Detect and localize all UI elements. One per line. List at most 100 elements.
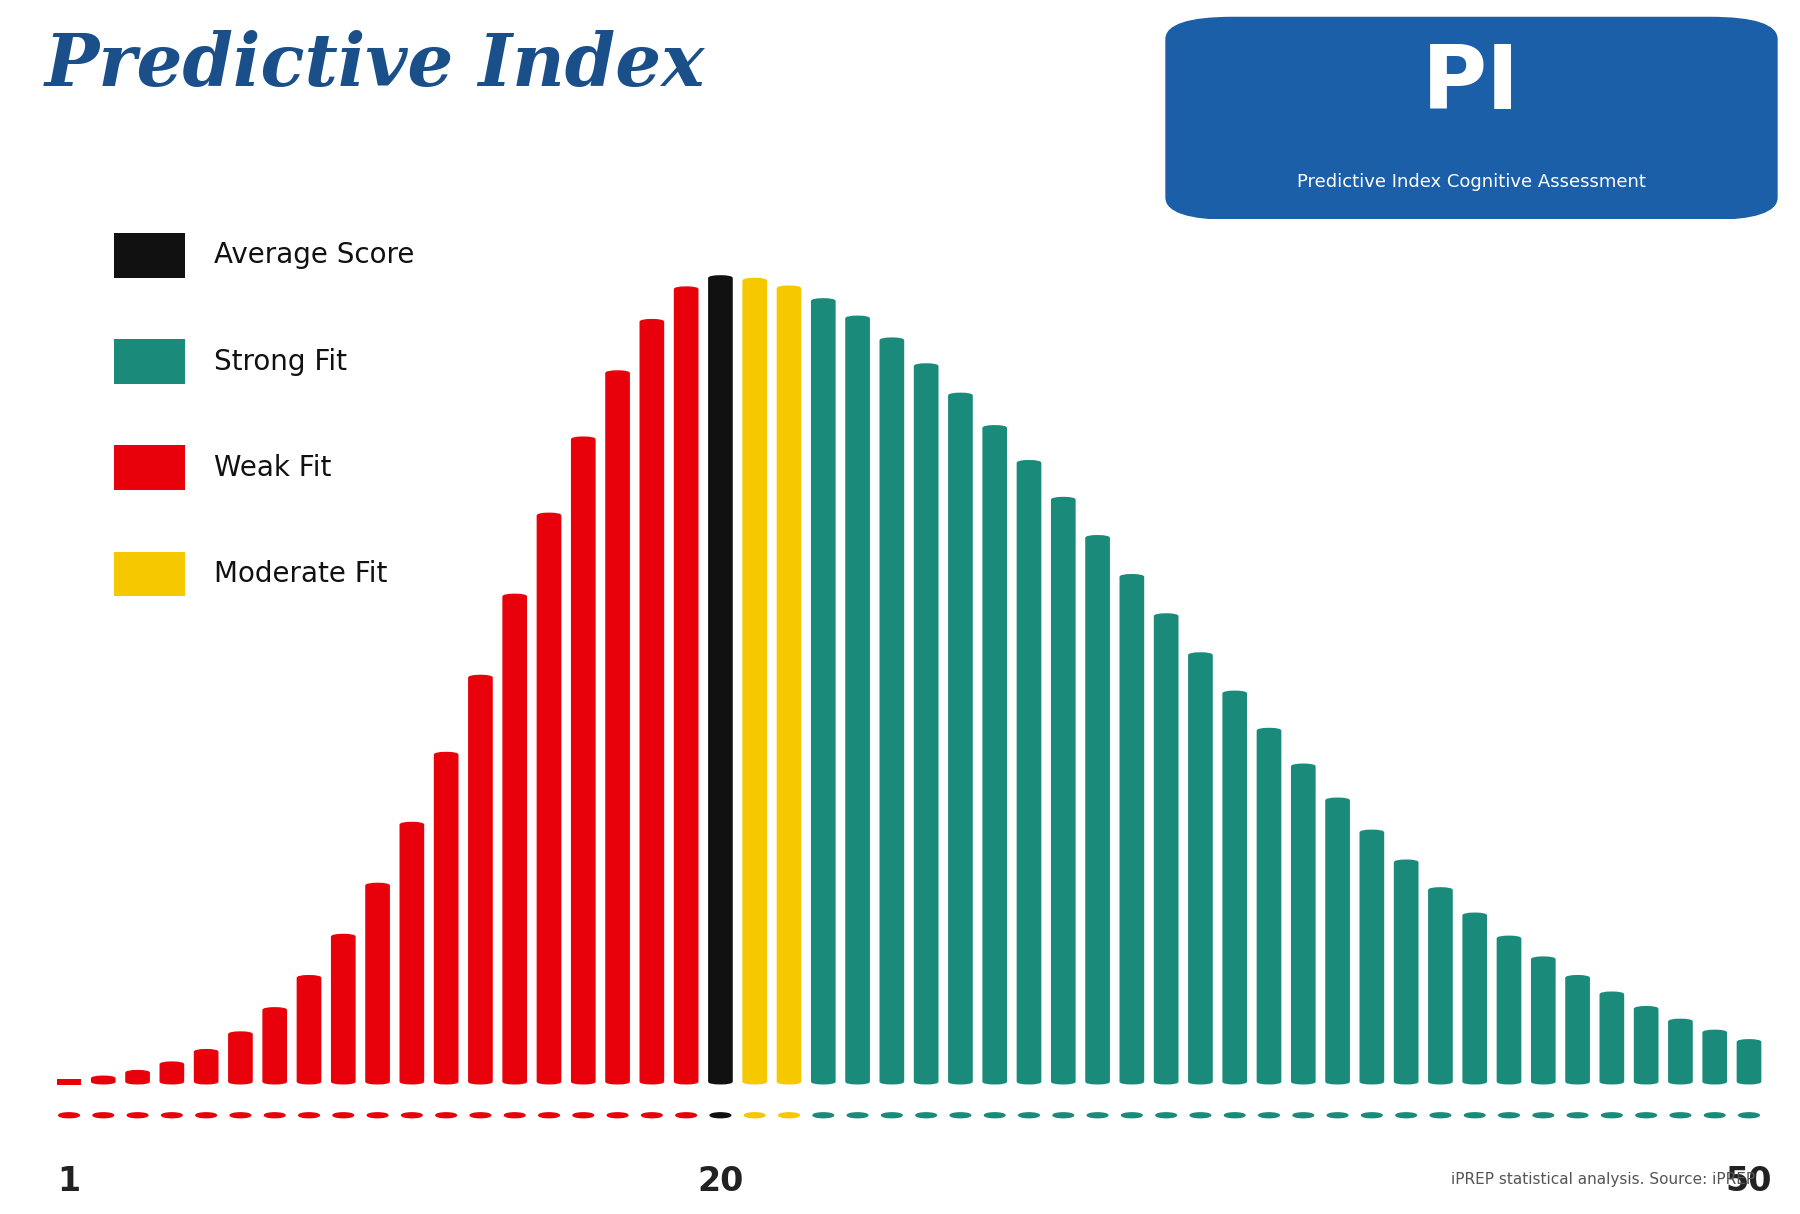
Circle shape: [814, 1113, 833, 1118]
FancyBboxPatch shape: [605, 370, 630, 1084]
Circle shape: [950, 1113, 970, 1118]
FancyBboxPatch shape: [536, 512, 562, 1084]
FancyBboxPatch shape: [707, 276, 733, 1084]
FancyBboxPatch shape: [1188, 652, 1213, 1084]
Circle shape: [1224, 1113, 1246, 1118]
Text: Score Distribution: Score Distribution: [65, 127, 407, 161]
Circle shape: [1087, 1113, 1107, 1118]
Text: Predictive Index Cognitive Assessment: Predictive Index Cognitive Assessment: [1298, 174, 1645, 192]
FancyBboxPatch shape: [400, 822, 425, 1084]
Circle shape: [607, 1113, 628, 1118]
FancyBboxPatch shape: [1634, 1006, 1658, 1084]
Circle shape: [1602, 1113, 1622, 1118]
FancyBboxPatch shape: [331, 934, 356, 1084]
Text: PI: PI: [1422, 41, 1521, 127]
Circle shape: [1327, 1113, 1348, 1118]
FancyBboxPatch shape: [113, 233, 185, 278]
FancyBboxPatch shape: [113, 551, 185, 596]
Circle shape: [882, 1113, 902, 1118]
Circle shape: [265, 1113, 284, 1118]
Circle shape: [196, 1113, 216, 1118]
Circle shape: [59, 1113, 79, 1118]
FancyBboxPatch shape: [502, 594, 527, 1084]
FancyBboxPatch shape: [1051, 497, 1076, 1084]
FancyBboxPatch shape: [1256, 727, 1282, 1084]
Circle shape: [538, 1113, 560, 1118]
FancyBboxPatch shape: [468, 675, 493, 1084]
Circle shape: [1705, 1113, 1724, 1118]
Circle shape: [641, 1113, 662, 1118]
FancyBboxPatch shape: [1085, 535, 1111, 1084]
FancyBboxPatch shape: [639, 319, 664, 1084]
FancyBboxPatch shape: [126, 1070, 149, 1084]
FancyBboxPatch shape: [1462, 913, 1487, 1084]
Circle shape: [1053, 1113, 1073, 1118]
Circle shape: [916, 1113, 936, 1118]
FancyBboxPatch shape: [229, 1032, 252, 1084]
FancyBboxPatch shape: [194, 1049, 218, 1084]
FancyBboxPatch shape: [846, 316, 869, 1084]
Circle shape: [1431, 1113, 1451, 1118]
Circle shape: [1739, 1113, 1759, 1118]
FancyBboxPatch shape: [297, 975, 322, 1084]
Text: Weak Fit: Weak Fit: [214, 454, 331, 482]
FancyBboxPatch shape: [263, 1008, 286, 1084]
FancyBboxPatch shape: [812, 299, 835, 1084]
Circle shape: [1121, 1113, 1143, 1118]
Text: Predictive Index: Predictive Index: [45, 30, 706, 101]
FancyBboxPatch shape: [1154, 613, 1179, 1084]
FancyBboxPatch shape: [1427, 887, 1453, 1084]
FancyBboxPatch shape: [1291, 764, 1316, 1084]
Circle shape: [1534, 1113, 1553, 1118]
Circle shape: [779, 1113, 799, 1118]
Circle shape: [367, 1113, 387, 1118]
FancyBboxPatch shape: [113, 446, 185, 489]
Circle shape: [1395, 1113, 1417, 1118]
FancyBboxPatch shape: [1222, 691, 1247, 1084]
FancyBboxPatch shape: [1165, 17, 1778, 220]
FancyBboxPatch shape: [1496, 936, 1521, 1084]
FancyBboxPatch shape: [1703, 1029, 1726, 1084]
FancyBboxPatch shape: [880, 337, 904, 1084]
Circle shape: [1499, 1113, 1519, 1118]
FancyBboxPatch shape: [1669, 1019, 1692, 1084]
Text: Average Score: Average Score: [214, 242, 414, 270]
Circle shape: [1465, 1113, 1485, 1118]
Circle shape: [1258, 1113, 1280, 1118]
Text: Moderate Fit: Moderate Fit: [214, 560, 387, 588]
FancyBboxPatch shape: [914, 363, 938, 1084]
FancyBboxPatch shape: [92, 1076, 115, 1084]
Circle shape: [1292, 1113, 1314, 1118]
Circle shape: [299, 1113, 319, 1118]
Circle shape: [985, 1113, 1004, 1118]
Circle shape: [470, 1113, 491, 1118]
Circle shape: [1361, 1113, 1382, 1118]
FancyBboxPatch shape: [113, 340, 185, 384]
FancyBboxPatch shape: [742, 278, 767, 1084]
Circle shape: [1568, 1113, 1588, 1118]
Circle shape: [1019, 1113, 1039, 1118]
Circle shape: [436, 1113, 457, 1118]
Circle shape: [675, 1113, 697, 1118]
FancyBboxPatch shape: [673, 287, 698, 1084]
FancyBboxPatch shape: [160, 1061, 184, 1084]
FancyBboxPatch shape: [434, 751, 459, 1084]
Circle shape: [94, 1113, 113, 1118]
Text: Strong Fit: Strong Fit: [214, 347, 347, 375]
Circle shape: [162, 1113, 182, 1118]
Circle shape: [572, 1113, 594, 1118]
FancyBboxPatch shape: [1325, 798, 1350, 1084]
FancyBboxPatch shape: [365, 883, 391, 1084]
Circle shape: [504, 1113, 526, 1118]
Circle shape: [1156, 1113, 1177, 1118]
FancyBboxPatch shape: [1566, 975, 1589, 1084]
FancyBboxPatch shape: [1120, 574, 1145, 1084]
FancyBboxPatch shape: [949, 392, 972, 1084]
Circle shape: [1636, 1113, 1656, 1118]
Circle shape: [745, 1113, 765, 1118]
FancyBboxPatch shape: [776, 285, 801, 1084]
FancyBboxPatch shape: [983, 425, 1006, 1084]
FancyBboxPatch shape: [1359, 829, 1384, 1084]
Circle shape: [711, 1113, 731, 1118]
FancyBboxPatch shape: [1393, 860, 1418, 1084]
